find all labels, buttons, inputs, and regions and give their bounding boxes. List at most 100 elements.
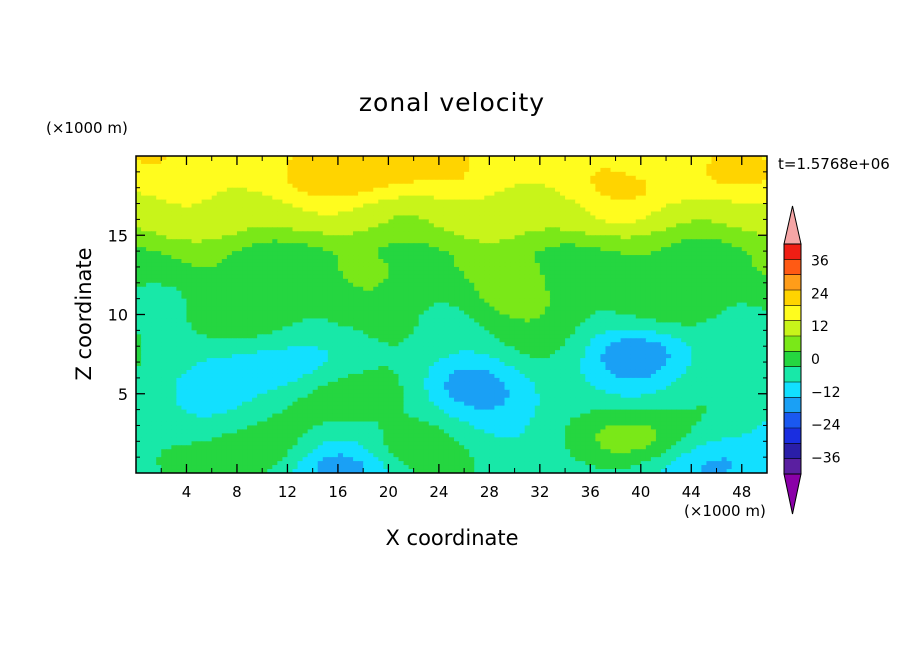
field-cell [272,274,278,280]
field-cell [560,231,566,236]
field-cell [711,175,718,181]
field-cell [691,302,697,308]
field-cell [443,262,450,268]
field-cell [716,215,723,220]
field-cell [610,159,617,165]
field-cell [761,211,767,217]
field-cell [242,270,248,276]
field-cell [317,239,324,244]
field-cell [595,282,602,288]
field-cell [625,235,632,240]
field-cell [666,179,672,185]
field-cell [610,179,617,185]
field-cell [136,278,142,284]
field-cell [221,159,228,165]
field-cell [292,298,299,304]
field-cell [681,156,687,161]
field-cell [413,302,420,308]
field-cell [645,167,652,173]
field-cell [363,306,369,312]
field-cell [448,156,455,161]
field-cell [257,211,263,217]
field-cell [655,266,662,272]
field-cell [726,199,733,205]
field-cell [272,251,278,256]
field-cell [676,266,682,272]
field-cell [332,259,339,264]
field-cell [524,163,531,169]
field-cell [428,262,435,268]
field-cell [292,179,299,185]
field-cell [443,255,450,260]
field-cell [388,179,395,185]
field-cell [206,207,213,213]
field-cell [403,191,410,197]
field-cell [363,294,369,300]
field-cell [287,163,294,169]
field-cell [317,302,324,308]
field-cell [166,274,172,280]
field-cell [549,243,556,248]
field-cell [166,282,172,288]
field-cell [630,159,637,165]
field-cell [484,171,490,177]
field-cell [398,282,405,288]
field-cell [544,243,551,248]
field-cell [595,175,602,181]
field-cell [413,239,420,244]
field-cell [746,262,753,268]
field-cell [600,156,607,161]
field-cell [666,270,672,276]
field-cell [388,235,395,240]
field-cell [459,191,465,197]
field-cell [262,175,268,181]
field-cell [368,175,374,181]
field-cell [615,231,622,236]
field-cell [383,298,389,304]
field-cell [509,187,516,193]
field-cell [666,278,672,284]
field-cell [585,278,591,284]
field-cell [544,159,551,165]
field-cell [156,259,162,264]
field-cell [660,183,667,189]
field-cell [201,306,208,312]
field-cell [201,175,208,181]
field-cell [474,167,480,173]
field-cell [640,310,647,316]
field-cell [575,211,581,217]
field-cell [524,255,531,260]
field-cell [231,278,238,284]
field-cell [161,278,167,284]
field-cell [332,223,339,228]
field-cell [686,171,692,177]
field-cell [509,270,516,276]
field-cell [580,262,586,268]
field-cell [474,231,480,236]
field-cell [433,266,440,272]
field-cell [746,247,753,252]
field-cell [322,163,329,169]
field-cell [216,270,223,276]
field-cell [660,259,667,264]
field-cell [292,286,299,292]
field-cell [302,302,309,308]
field-cell [337,199,344,205]
field-cell [681,223,687,228]
field-cell [448,251,455,256]
field-cell [302,191,309,197]
field-cell [459,255,465,260]
field-cell [216,235,223,240]
field-cell [630,167,637,173]
field-cell [413,179,420,185]
field-cell [575,195,581,201]
field-cell [731,243,738,248]
field-cell [625,207,632,213]
field-cell [706,251,713,256]
field-cell [620,159,627,165]
field-cell [474,282,480,288]
field-cell [655,251,662,256]
field-cell [277,270,283,276]
field-cell [746,243,753,248]
field-cell [418,302,425,308]
